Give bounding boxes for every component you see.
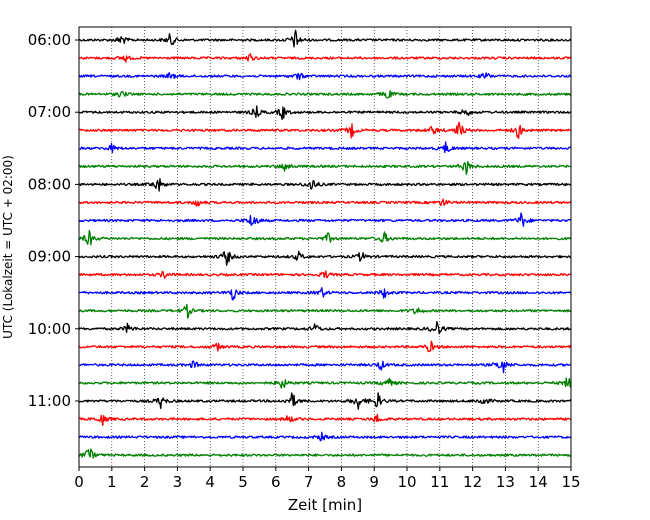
trace-0615: [78, 53, 572, 63]
y-tick-label: 09:00: [28, 248, 71, 266]
minute-grid: [111, 27, 539, 467]
trace-0800: [78, 177, 572, 192]
trace-1045: [78, 377, 572, 389]
x-tick-label: 2: [140, 473, 150, 491]
x-tick-label: 9: [369, 473, 379, 491]
trace-0715: [78, 121, 572, 139]
x-tick-label: 5: [238, 473, 248, 491]
x-tick-label: 8: [337, 473, 347, 491]
x-tick-label: 1: [107, 473, 117, 491]
trace-0915: [78, 270, 572, 279]
y-axis: 06:00 07:00 08:00 09:00 10:00 11:00: [28, 31, 79, 410]
x-tick-label: 6: [271, 473, 281, 491]
trace-0645: [78, 90, 572, 99]
trace-0945: [78, 303, 572, 319]
trace-1015: [78, 340, 572, 353]
x-axis-label: Zeit [min]: [288, 496, 362, 514]
trace-0700: [78, 105, 572, 121]
trace-1000: [78, 321, 572, 335]
x-axis: 0 1 2 3 4 5 6 7 8 9 10 11 12 13 14 15: [74, 467, 581, 491]
trace-0600: [78, 29, 572, 48]
trace-0730: [78, 141, 572, 154]
x-tick-label: 15: [561, 473, 580, 491]
trace-1115: [78, 413, 572, 427]
trace-0830: [78, 212, 572, 227]
y-tick-label: 06:00: [28, 31, 71, 49]
x-tick-label: 4: [205, 473, 215, 491]
x-tick-label: 13: [496, 473, 515, 491]
y-axis-label: UTC (Lokalzeit = UTC + 02:00): [1, 155, 15, 339]
trace-1030: [78, 360, 572, 374]
x-tick-label: 3: [173, 473, 183, 491]
x-tick-label: 14: [529, 473, 548, 491]
x-tick-label: 7: [304, 473, 314, 491]
trace-0900: [78, 250, 572, 266]
traces: [78, 29, 572, 459]
x-tick-label: 0: [74, 473, 84, 491]
trace-1130: [78, 431, 572, 442]
trace-0630: [78, 72, 572, 81]
trace-0930: [78, 287, 572, 301]
x-tick-label: 11: [430, 473, 449, 491]
y-tick-label: 10:00: [28, 320, 71, 338]
plot-frame: [78, 26, 572, 468]
y-tick-label: 07:00: [28, 103, 71, 121]
y-tick-label: 08:00: [28, 175, 71, 193]
y-tick-label: 11:00: [28, 392, 71, 410]
trace-1145: [78, 448, 572, 459]
x-tick-label: 10: [397, 473, 416, 491]
trace-0815: [78, 198, 572, 207]
trace-1100: [78, 392, 572, 410]
trace-0745: [78, 160, 571, 175]
trace-0845: [78, 229, 572, 246]
x-tick-label: 12: [463, 473, 482, 491]
